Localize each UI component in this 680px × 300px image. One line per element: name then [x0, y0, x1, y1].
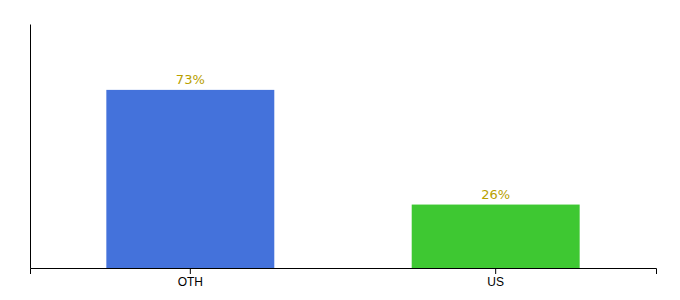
bar: [412, 205, 580, 268]
x-tick: OTH: [178, 268, 203, 289]
data-label: 26%: [481, 187, 510, 202]
bar: [106, 90, 274, 268]
x-axis-line: [31, 269, 657, 275]
bars: [106, 90, 579, 268]
data-labels: 73% 26%: [176, 72, 510, 202]
x-tick-label: OTH: [178, 275, 203, 289]
data-label: 73%: [176, 72, 205, 87]
chart: OTH US 73% 26%: [0, 0, 680, 300]
x-tick-mark: [495, 268, 496, 274]
x-axis: OTH US: [31, 268, 657, 289]
x-tick: US: [487, 268, 504, 289]
y-axis-line: [30, 25, 31, 269]
y-axis: [30, 25, 31, 269]
x-tick-mark: [190, 268, 191, 274]
x-tick-label: US: [487, 275, 504, 289]
plot: OTH US 73% 26%: [31, 25, 657, 289]
